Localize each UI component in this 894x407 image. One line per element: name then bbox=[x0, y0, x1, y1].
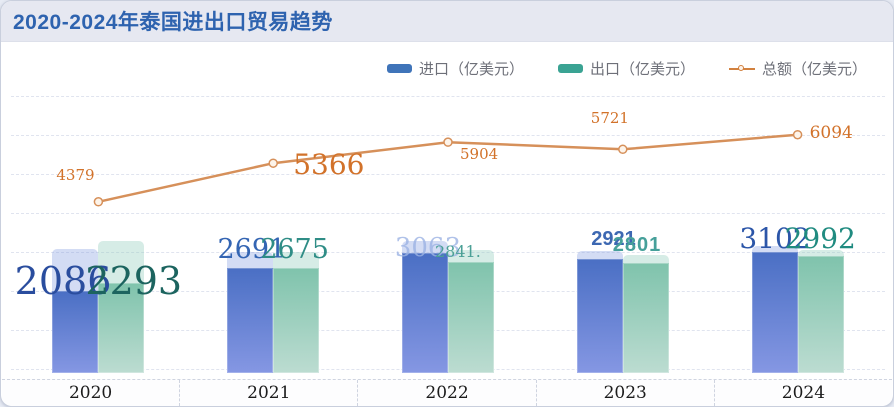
export-bar-glow bbox=[622, 255, 669, 266]
bar-group-2022: 3063 2841. bbox=[361, 96, 535, 379]
chart-title: 2020-2024年泰国进出口贸易趋势 bbox=[13, 11, 333, 34]
bar-group-2024: 3102 2992 bbox=[711, 96, 885, 379]
gridline bbox=[11, 213, 885, 214]
x-axis: 2020 2021 2022 2023 2024 bbox=[2, 379, 892, 406]
x-axis-cell: 2023 bbox=[537, 380, 715, 406]
import-bar-2020 bbox=[52, 291, 99, 373]
export-bar-glow bbox=[448, 249, 494, 264]
gridline bbox=[11, 96, 885, 97]
legend-export-label: 出口（亿美元） bbox=[589, 61, 695, 78]
legend-item-total[interactable]: 总额（亿美元） bbox=[728, 58, 867, 79]
export-bar-2020 bbox=[98, 283, 145, 373]
total-point-2022 bbox=[443, 137, 453, 147]
bar-group-2020: 2086 2293 bbox=[11, 96, 185, 379]
x-axis-label-2023: 2023 bbox=[603, 383, 647, 403]
x-axis-label-2021: 2021 bbox=[247, 383, 291, 403]
gridline bbox=[11, 252, 885, 253]
export-bar-2021 bbox=[273, 268, 320, 373]
total-line-series bbox=[93, 129, 803, 207]
x-axis-cell: 2021 bbox=[180, 380, 359, 406]
gridline bbox=[11, 135, 885, 136]
import-bar-2022 bbox=[402, 253, 448, 373]
import-value-label: 2086 bbox=[14, 259, 112, 303]
total-value-label: 5904 bbox=[460, 145, 499, 164]
import-bar-glow bbox=[402, 241, 448, 256]
legend: 进口（亿美元） 出口（亿美元） 总额（亿美元） bbox=[386, 58, 867, 79]
bar-group-2021: 2691 2675 bbox=[186, 96, 360, 379]
import-value-label: 2921 bbox=[591, 228, 636, 250]
total-legend-marker-icon bbox=[728, 64, 755, 71]
import-bar-2024 bbox=[751, 251, 798, 373]
total-value-label: 5721 bbox=[590, 109, 629, 128]
legend-import-label: 进口（亿美元） bbox=[418, 61, 524, 78]
import-value-label: 3102 bbox=[739, 222, 811, 255]
total-value-label: 5366 bbox=[293, 148, 365, 182]
export-bar-2022 bbox=[448, 261, 494, 373]
x-axis-cell: 2020 bbox=[2, 380, 181, 406]
export-legend-marker-icon bbox=[557, 64, 583, 73]
legend-item-export[interactable]: 出口（亿美元） bbox=[557, 58, 695, 79]
export-value-label: 2992 bbox=[784, 222, 856, 255]
export-bar-glow bbox=[797, 250, 844, 259]
x-axis-label-2020: 2020 bbox=[68, 383, 113, 403]
import-value-label: 3063 bbox=[394, 233, 461, 263]
x-axis-label-2022: 2022 bbox=[425, 383, 469, 403]
import-bar-2021 bbox=[227, 267, 274, 373]
export-bar-2024 bbox=[797, 256, 844, 373]
plot-area: 2086 2293 2691 2675 3063 2841. 2921 2801 3102 299… bbox=[11, 96, 885, 379]
import-bar-glow bbox=[576, 250, 623, 261]
x-axis-cell: 2024 bbox=[715, 380, 892, 406]
export-value-label: 2675 bbox=[260, 234, 329, 265]
import-legend-marker-icon bbox=[386, 64, 412, 73]
bar-group-2023: 2921 2801 bbox=[536, 96, 710, 379]
x-axis-label-2024: 2024 bbox=[781, 383, 826, 403]
export-bar-glow bbox=[98, 241, 145, 286]
card-header: 2020-2024年泰国进出口贸易趋势 bbox=[1, 1, 893, 42]
total-value-label: 6094 bbox=[809, 122, 853, 143]
export-value-label: 2801 bbox=[612, 234, 662, 256]
export-bar-2023 bbox=[622, 263, 669, 373]
export-bar-glow bbox=[273, 252, 320, 271]
x-axis-cell: 2022 bbox=[358, 380, 537, 406]
import-bar-glow bbox=[227, 251, 274, 270]
gridline bbox=[11, 174, 885, 175]
export-value-label: 2841. bbox=[435, 242, 481, 261]
total-point-2023 bbox=[618, 144, 628, 155]
import-value-label: 2691 bbox=[217, 234, 287, 265]
import-bar-glow bbox=[751, 245, 798, 254]
total-point-2024 bbox=[792, 129, 803, 140]
total-point-2021 bbox=[268, 158, 278, 168]
total-value-label: 4379 bbox=[56, 165, 95, 184]
legend-total-label: 总额（亿美元） bbox=[761, 61, 867, 78]
total-point-2020 bbox=[93, 197, 104, 207]
export-value-label: 2293 bbox=[85, 259, 183, 303]
legend-item-import[interactable]: 进口（亿美元） bbox=[386, 58, 524, 79]
import-bar-glow bbox=[52, 249, 99, 294]
import-bar-2023 bbox=[576, 258, 623, 373]
